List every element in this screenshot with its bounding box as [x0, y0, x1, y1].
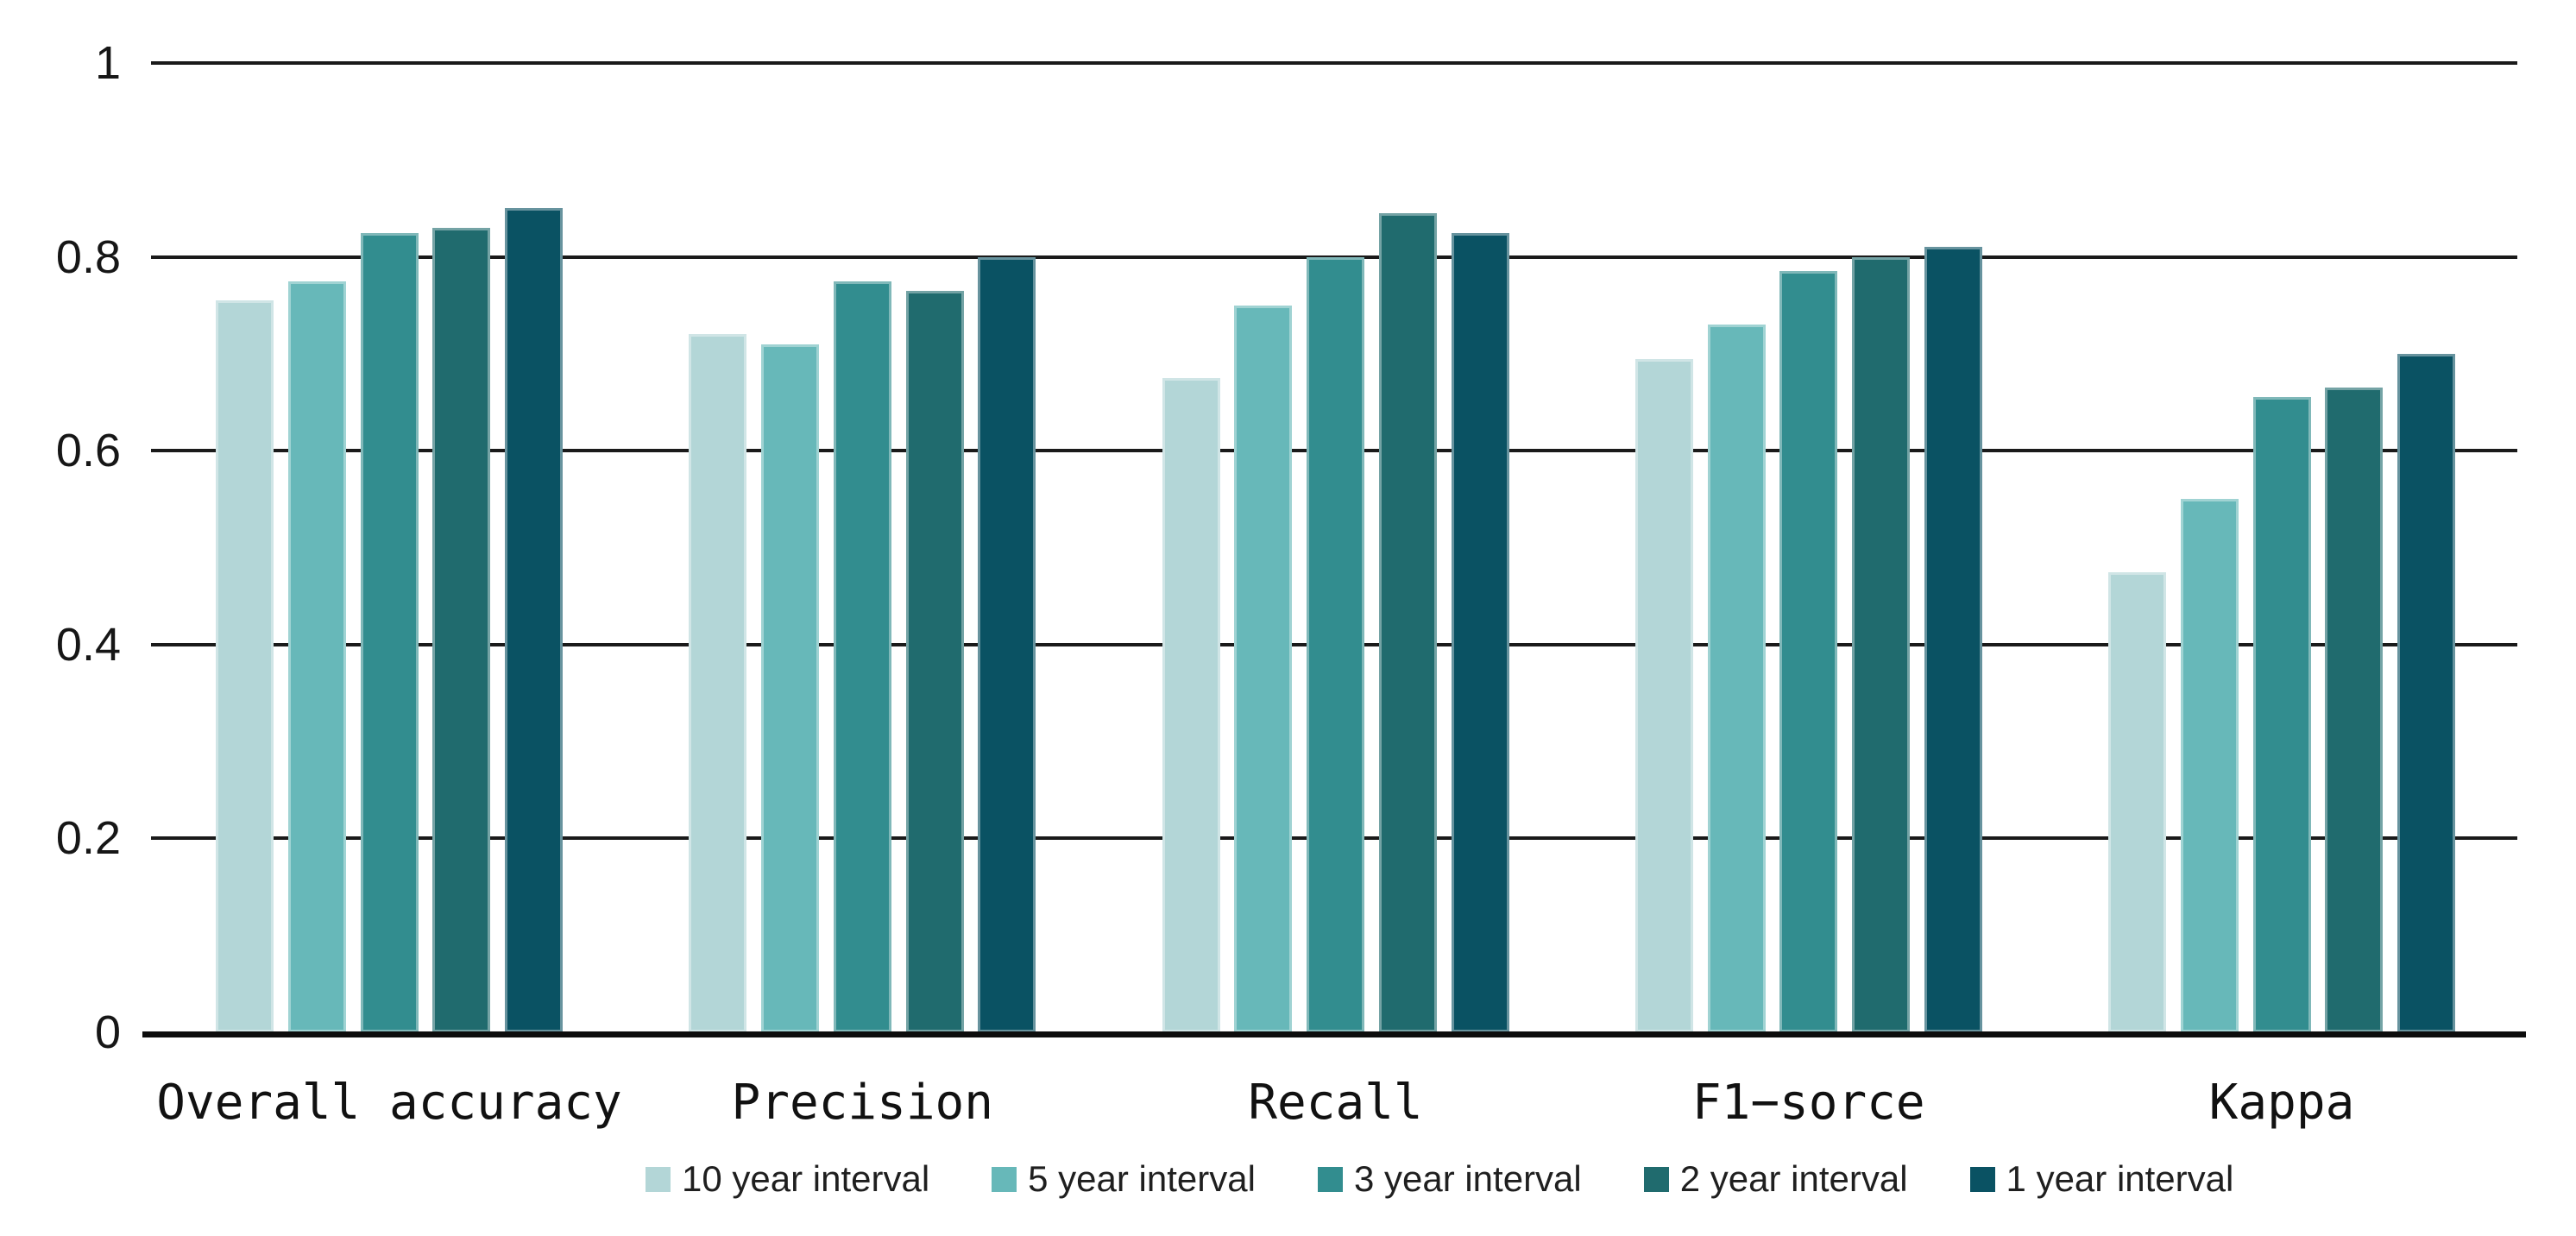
y-tick-label: 1	[94, 37, 121, 89]
legend-label: 3 year interval	[1353, 1158, 1582, 1199]
y-tick-label: 0.4	[55, 618, 121, 671]
gridline	[151, 61, 2517, 65]
legend-label: 1 year interval	[2006, 1158, 2234, 1199]
bar	[1234, 306, 1293, 1032]
legend-item: 5 year interval	[992, 1158, 1256, 1200]
legend-swatch-icon	[1317, 1166, 1343, 1192]
bar	[505, 208, 563, 1032]
x-axis-line	[142, 1031, 2526, 1037]
bar	[2180, 499, 2239, 1032]
legend-label: 10 year interval	[682, 1158, 930, 1199]
gridline	[151, 255, 2517, 259]
bar-group-f1-sorce	[1634, 63, 1982, 1032]
bar	[287, 281, 346, 1032]
bar	[2108, 572, 2166, 1032]
bar	[2397, 354, 2455, 1032]
bar	[689, 334, 747, 1032]
legend-item: 3 year interval	[1317, 1158, 1582, 1200]
bar	[1707, 325, 1766, 1032]
bar	[905, 291, 964, 1032]
y-tick-label: 0	[94, 1006, 121, 1058]
x-category-label: Precision	[731, 1075, 993, 1131]
bar-group-precision	[689, 63, 1036, 1032]
bar	[1852, 257, 1910, 1032]
bar	[978, 257, 1036, 1032]
y-tick-label: 0.2	[55, 812, 121, 865]
bar-group-kappa	[2108, 63, 2455, 1032]
bar	[761, 344, 819, 1032]
bar	[1634, 359, 1693, 1032]
bar	[216, 300, 274, 1032]
x-axis-labels: Overall accuracy Precision Recall F1−sorce K…	[151, 1073, 2517, 1142]
bar	[360, 233, 419, 1032]
x-category-label: Overall accuracy	[156, 1075, 622, 1131]
legend-item: 2 year interval	[1643, 1158, 1908, 1200]
legend-label: 2 year interval	[1679, 1158, 1908, 1199]
legend-label: 5 year interval	[1028, 1158, 1256, 1199]
bar	[1924, 247, 1982, 1032]
legend-swatch-icon	[992, 1166, 1017, 1192]
y-tick-label: 0.6	[55, 425, 121, 477]
bar	[1378, 213, 1437, 1032]
y-tick-label: 0.8	[55, 230, 121, 283]
legend-swatch-icon	[1969, 1166, 1995, 1192]
legend: 10 year interval 5 year interval 3 year in…	[646, 1153, 2233, 1205]
x-category-label: F1−sorce	[1691, 1075, 1925, 1131]
x-category-label: Kappa	[2208, 1075, 2355, 1131]
plot-area	[142, 61, 2526, 1037]
bar	[432, 228, 491, 1032]
bar	[833, 281, 891, 1032]
bar	[1451, 233, 1509, 1032]
legend-item: 10 year interval	[646, 1158, 929, 1200]
bar	[1779, 271, 1838, 1032]
bar	[1307, 257, 1364, 1032]
x-category-label: Recall	[1248, 1075, 1423, 1131]
bar-group-overall-accuracy	[216, 63, 563, 1032]
y-axis: 1 0.8 0.6 0.4 0.2 0	[0, 0, 121, 1236]
legend-swatch-icon	[1643, 1166, 1669, 1192]
bar	[2325, 388, 2384, 1032]
legend-swatch-icon	[646, 1166, 671, 1192]
legend-item: 1 year interval	[1969, 1158, 2234, 1200]
bar-group-recall	[1162, 63, 1509, 1032]
bar	[1162, 378, 1220, 1032]
bar	[2252, 397, 2311, 1032]
